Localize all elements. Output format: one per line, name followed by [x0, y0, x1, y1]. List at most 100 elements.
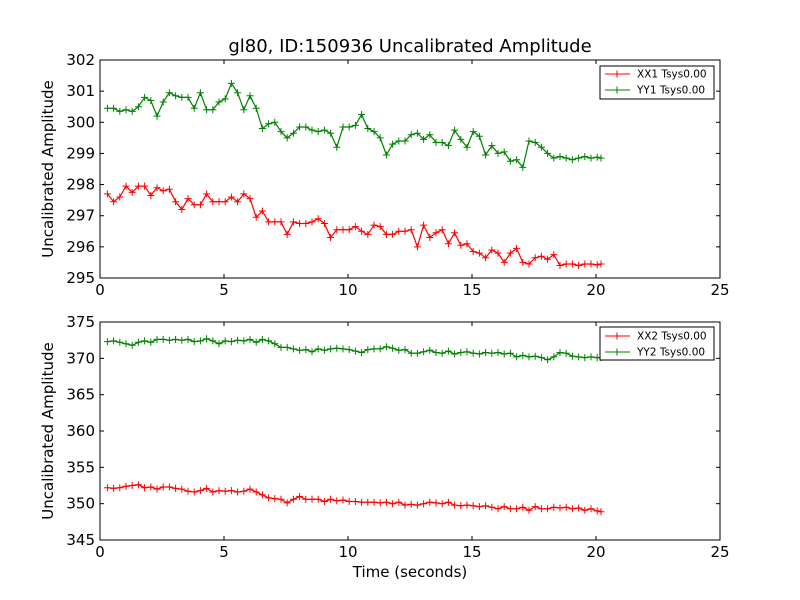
top-y-tick-label: 299 [66, 144, 95, 162]
series-yy2-point [302, 346, 310, 354]
series-yy2-point [271, 340, 279, 348]
series-xx1-point [165, 185, 173, 193]
bottom-subplot: Time (seconds) Uncalibrated Amplitude 0 5… [39, 313, 730, 581]
series-xx1-point [178, 206, 186, 213]
series-xx2-point [519, 503, 527, 511]
yy2-legend-marker [613, 348, 621, 356]
series-yy1-point [240, 106, 248, 114]
series-xx1-point [159, 187, 167, 195]
series-xx1-point [246, 195, 254, 203]
series-yy2-point [339, 345, 347, 353]
series-xx2-point [271, 495, 279, 503]
series-xx2-point [432, 499, 440, 507]
series-yy1-point [172, 92, 180, 100]
series-xx2-point [469, 502, 477, 510]
series-xx2-point [358, 498, 366, 506]
series-xx2-point [327, 495, 335, 503]
series-xx1-point [401, 227, 409, 235]
series-xx2-point [122, 482, 130, 490]
series-xx1-point [382, 230, 390, 238]
series-xx1-point [277, 218, 285, 226]
series-xx2-point [203, 484, 211, 492]
series-yy2-point [513, 353, 521, 361]
top-legend-box [599, 65, 715, 100]
bottom-series [103, 335, 605, 516]
series-xx1-point [296, 220, 304, 227]
series-yy2-point [506, 349, 514, 357]
top-subplot: gl80, ID:150936 Uncalibrated Amplitude U… [39, 36, 730, 299]
series-yy2-point [519, 351, 527, 359]
bottom-y-tick-label: 345 [66, 531, 95, 549]
series-yy1-point [339, 123, 347, 131]
series-xx1-point [283, 230, 291, 238]
series-xx1-point [172, 198, 180, 206]
series-yy2-point [562, 349, 570, 357]
top-y-tick-label: 298 [66, 176, 95, 194]
series-xx2-point [215, 487, 223, 495]
xx1-legend-label: XX1 Tsys0.00 [637, 69, 707, 81]
bottom-x-tick-label: 0 [95, 543, 105, 561]
series-xx1-point [110, 198, 118, 206]
series-yy2-point [382, 343, 390, 351]
series-xx1-point [575, 262, 583, 269]
series-xx1-point [227, 193, 235, 201]
series-xx1-point [345, 226, 353, 234]
series-xx2-point [339, 496, 347, 504]
series-yy2-point [544, 356, 552, 364]
series-xx1-point [537, 252, 545, 260]
series-yy2-point [184, 335, 192, 343]
series-yy1-point [271, 118, 279, 126]
series-xx2-point [413, 501, 421, 509]
series-yy1-point [420, 135, 428, 143]
top-x-tick-label: 20 [586, 281, 605, 299]
series-xx1-point [209, 198, 217, 206]
series-xx2-point [178, 485, 186, 493]
series-xx1-point [221, 198, 229, 206]
series-yy2-point [172, 335, 180, 343]
series-yy1-point [413, 129, 421, 137]
series-xx2-point [308, 495, 316, 503]
series-xx1-point [358, 227, 366, 235]
series-xx2-point [463, 501, 471, 509]
series-yy1-point [153, 112, 161, 120]
top-x-tick-label: 0 [95, 281, 105, 299]
series-xx2-point [153, 485, 161, 493]
series-yy2-point [234, 336, 242, 344]
series-yy2-point [165, 336, 173, 344]
series-xx1-point [190, 201, 198, 209]
series-xx2-point [407, 500, 415, 508]
series-yy1-point [308, 126, 316, 134]
series-yy2-point [500, 350, 508, 358]
series-xx2-point [401, 501, 409, 509]
series-xx1-point [469, 248, 477, 255]
series-yy1-point [519, 163, 527, 171]
series-yy2-point [153, 335, 161, 343]
series-yy1-point [597, 154, 605, 162]
series-xx2-point [246, 485, 254, 493]
series-xx2-point [165, 483, 173, 491]
series-yy1-point [581, 153, 589, 160]
series-yy2-point [444, 347, 452, 355]
series-xx2-point [395, 498, 403, 506]
series-xx1-point [506, 249, 514, 257]
series-yy2-point [537, 354, 545, 362]
top-axes-frame [99, 59, 721, 279]
top-x-tick-label: 25 [710, 281, 729, 299]
series-xx1-point [302, 220, 310, 227]
series-yy2-point [277, 343, 285, 351]
series-xx2-point [209, 488, 217, 496]
series-xx2-point [513, 505, 521, 513]
series-xx2-point [451, 501, 459, 509]
top-series [103, 79, 605, 269]
series-yy1-point [258, 125, 266, 132]
series-xx1-point [413, 243, 421, 251]
series-yy1-point [103, 104, 111, 112]
series-yy1-point [500, 148, 508, 156]
series-xx2-point [116, 484, 124, 492]
series-xx2-point [420, 500, 428, 508]
series-xx1-point [327, 234, 335, 241]
series-xx1-point [116, 193, 124, 201]
series-yy2-point [475, 350, 483, 358]
series-yy2-point [147, 338, 155, 346]
series-yy2-point [209, 337, 217, 345]
